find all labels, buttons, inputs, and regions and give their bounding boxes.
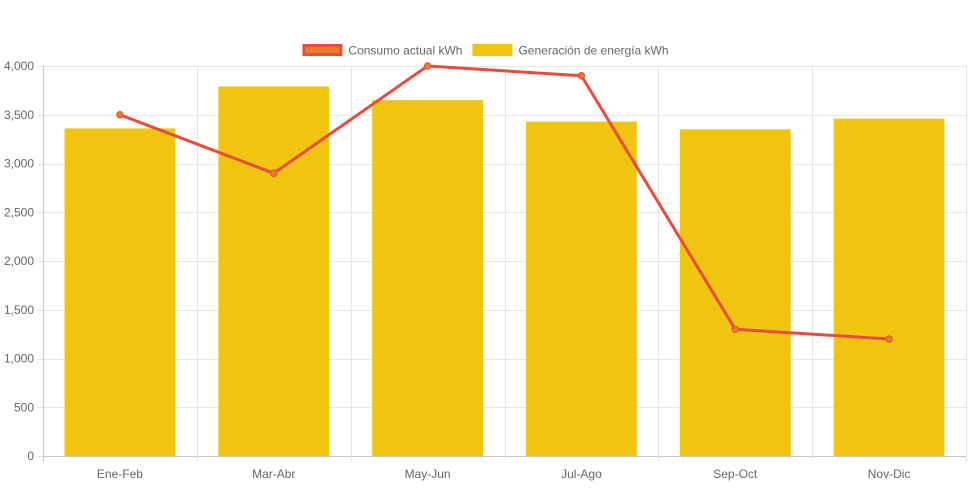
bar[interactable] — [679, 129, 791, 456]
legend-swatch — [472, 44, 513, 56]
line-point[interactable] — [577, 72, 586, 80]
bar[interactable] — [526, 121, 637, 456]
y-tick-label: 3,500 — [4, 108, 34, 122]
y-tick-label: 3,000 — [4, 157, 34, 171]
line-point[interactable] — [116, 111, 124, 119]
y-tick-label: 0 — [27, 449, 34, 463]
line-point[interactable] — [731, 325, 739, 333]
line-point[interactable] — [885, 335, 893, 343]
x-tick-label: Nov-Dic — [868, 467, 911, 481]
y-tick-label: 2,500 — [4, 205, 34, 219]
line-point[interactable] — [423, 62, 432, 70]
x-tick-label: Sep-Oct — [713, 467, 758, 481]
legend-swatch — [302, 44, 343, 56]
bar[interactable] — [372, 100, 483, 456]
y-tick-label: 2,000 — [4, 254, 34, 268]
legend-label: Consumo actual kWh — [348, 44, 462, 58]
y-tick-label: 1,000 — [4, 352, 34, 366]
bar[interactable] — [218, 86, 330, 456]
grid — [38, 66, 967, 462]
legend-item[interactable]: Consumo actual kWh — [302, 44, 463, 58]
bar[interactable] — [64, 128, 176, 456]
x-tick-label: Ene-Feb — [97, 467, 143, 481]
x-axis: Ene-Feb Mar-Abr May-Jun Jul-Ago Sep-Oct Nov-D… — [97, 467, 911, 481]
bar[interactable] — [833, 118, 945, 457]
x-tick-label: Jul-Ago — [561, 467, 602, 481]
legend-label: Generación de energía kWh — [518, 44, 668, 58]
y-tick-label: 4,000 — [4, 59, 34, 73]
x-tick-label: May-Jun — [405, 467, 451, 481]
x-tick-label: Mar-Abr — [252, 467, 295, 481]
series-line — [119, 64, 890, 341]
line-point[interactable] — [270, 169, 278, 177]
y-tick-label: 1,500 — [4, 303, 34, 317]
legend: Consumo actual kWh Generación de energía … — [302, 44, 669, 58]
y-tick-label: 500 — [14, 400, 34, 414]
legend-item[interactable]: Generación de energía kWh — [472, 44, 669, 58]
y-axis: 0 500 1,000 1,500 2,000 2,500 3,000 3,500 4,000 — [4, 59, 34, 463]
line-series — [116, 62, 893, 343]
